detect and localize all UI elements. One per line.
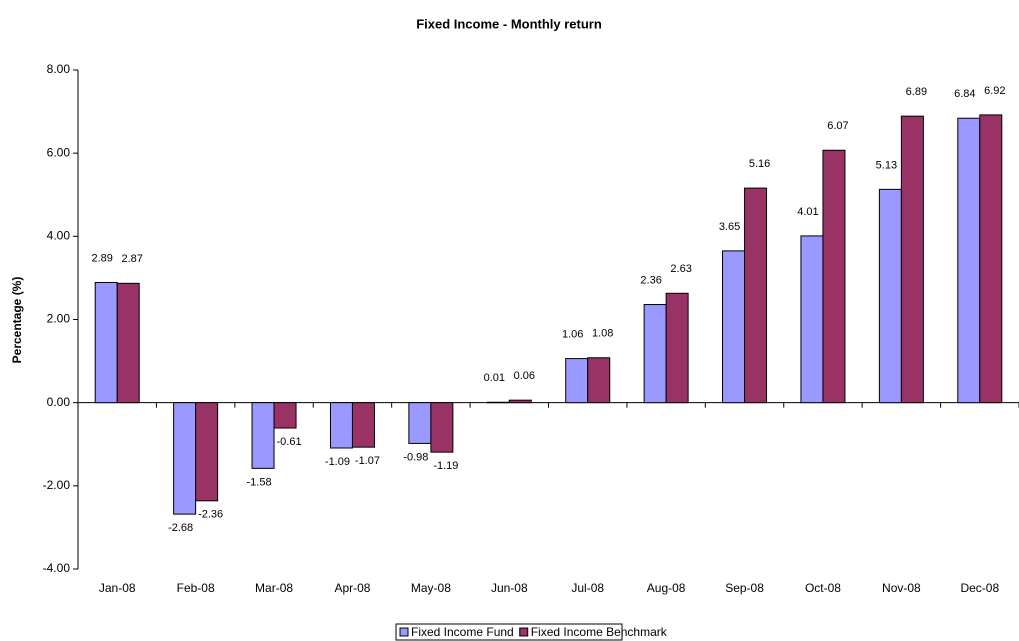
value-label: 2.87	[121, 253, 142, 265]
bar	[800, 235, 824, 404]
legend-box	[395, 623, 623, 641]
x-tick-label: Sep-08	[725, 581, 764, 595]
value-label: 1.08	[592, 328, 613, 340]
x-tick-label: Jun-08	[491, 581, 528, 595]
bar	[979, 114, 1003, 404]
bar	[173, 402, 197, 515]
value-label: -1.58	[247, 476, 272, 488]
bar	[273, 402, 297, 429]
value-label: -0.98	[403, 451, 428, 463]
legend-label: Fixed Income Fund	[411, 625, 514, 639]
bar	[486, 401, 510, 404]
x-tick-label: Nov-08	[882, 581, 921, 595]
bar	[744, 187, 768, 404]
legend-swatch	[519, 627, 529, 637]
bar	[430, 402, 454, 453]
bar	[94, 281, 118, 404]
value-label: 3.65	[719, 221, 740, 233]
value-label: -1.19	[433, 460, 458, 472]
value-label: 4.01	[797, 206, 818, 218]
x-tick-label: May-08	[411, 581, 451, 595]
bar	[251, 402, 275, 469]
bar	[900, 115, 924, 404]
y-tick-label: 2.00	[47, 312, 71, 326]
y-axis-label: Percentage (%)	[10, 277, 24, 364]
value-label: 0.01	[484, 372, 505, 384]
value-label: 5.13	[876, 159, 897, 171]
value-label: 2.63	[670, 263, 691, 275]
bar	[878, 188, 902, 404]
y-tick-label: 8.00	[47, 62, 71, 76]
bar	[508, 399, 532, 404]
value-label: 6.92	[984, 85, 1005, 97]
bar	[822, 149, 846, 404]
x-tick-label: Oct-08	[805, 581, 841, 595]
bar	[643, 304, 667, 404]
value-label: 1.06	[562, 328, 583, 340]
x-tick-label: Dec-08	[960, 581, 999, 595]
bar	[565, 358, 589, 404]
chart-title: Fixed Income - Monthly return	[416, 16, 602, 31]
y-tick-label: 0.00	[47, 395, 71, 409]
value-label: -2.68	[168, 522, 193, 534]
value-label: -1.09	[325, 456, 350, 468]
bar	[408, 402, 432, 444]
legend-swatch	[399, 627, 409, 637]
legend-label: Fixed Income Benchmark	[531, 625, 668, 639]
x-tick-label: Mar-08	[255, 581, 293, 595]
bar	[957, 117, 981, 404]
value-label: 2.89	[91, 252, 112, 264]
x-tick-label: Jan-08	[99, 581, 136, 595]
bar	[722, 250, 746, 404]
value-label: 6.89	[906, 86, 927, 98]
value-label: -2.36	[198, 509, 223, 521]
bar	[587, 357, 611, 404]
y-tick-label: -4.00	[43, 561, 71, 575]
bar	[665, 292, 689, 404]
value-label: -0.61	[277, 436, 302, 448]
y-tick-label: 6.00	[47, 145, 71, 159]
bar	[116, 282, 140, 404]
y-tick-label: 4.00	[47, 229, 71, 243]
bar	[329, 402, 353, 449]
x-tick-label: Aug-08	[647, 581, 686, 595]
x-tick-label: Apr-08	[334, 581, 370, 595]
value-label: 6.07	[827, 120, 848, 132]
value-label: 5.16	[749, 158, 770, 170]
value-label: 6.84	[954, 88, 975, 100]
bar	[195, 402, 219, 502]
x-tick-label: Feb-08	[177, 581, 215, 595]
x-tick-label: Jul-08	[571, 581, 604, 595]
value-label: 2.36	[640, 274, 661, 286]
bar	[351, 402, 375, 448]
y-tick-label: -2.00	[43, 478, 71, 492]
value-label: 0.06	[514, 370, 535, 382]
value-label: -1.07	[355, 455, 380, 467]
